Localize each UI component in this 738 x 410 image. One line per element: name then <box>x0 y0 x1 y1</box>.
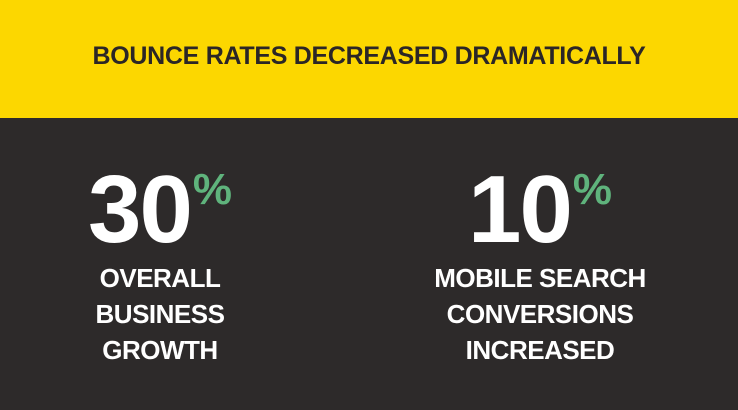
stat-number: 30% <box>0 160 320 260</box>
stat-label: INCREASED <box>465 335 615 365</box>
stat-label: OVERALL <box>99 263 221 293</box>
stat-block: 30% OVERALL BUSINESS GROWTH <box>0 160 320 368</box>
stat-value: 10 <box>468 156 573 263</box>
stat-label: BUSINESS <box>95 299 225 329</box>
stat-label: GROWTH <box>102 335 218 365</box>
stat-unit: % <box>192 165 232 214</box>
stat-value: 30 <box>88 156 193 263</box>
stat-label: CONVERSIONS <box>446 299 634 329</box>
stat-number: 10% <box>380 160 700 260</box>
stat-block: 10% MOBILE SEARCH CONVERSIONS INCREASED <box>380 160 700 368</box>
stat-label: MOBILE SEARCH <box>434 263 646 293</box>
stat-unit: % <box>572 165 612 214</box>
header-band: BOUNCE RATES DECREASED DRAMATICALLY <box>0 0 738 118</box>
title: BOUNCE RATES DECREASED DRAMATICALLY <box>92 42 646 70</box>
